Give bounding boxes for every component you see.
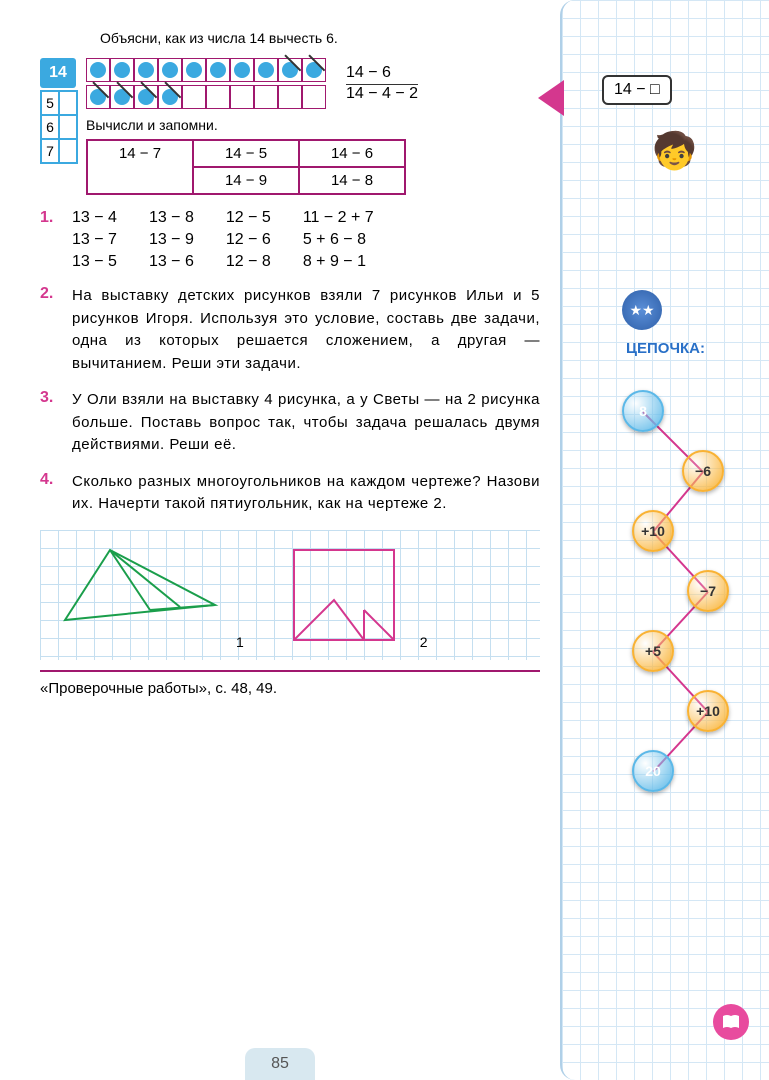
polygon-1-svg xyxy=(50,540,230,650)
dot-cell xyxy=(182,85,206,109)
left-column: 14 5 6 7 xyxy=(40,58,78,195)
equation: 13 − 9 xyxy=(149,231,194,249)
book-icon xyxy=(713,1004,749,1040)
dot-cell xyxy=(158,58,182,82)
dot-cell xyxy=(254,58,278,82)
dot-cell xyxy=(278,85,302,109)
chain-node: +10 xyxy=(687,690,729,732)
frac-top: 14 − 6 xyxy=(346,64,418,85)
shapes-area: 1 2 xyxy=(40,530,540,660)
dot-grid xyxy=(86,58,326,109)
footer-reference: «Проверочные работы», с. 48, 49. xyxy=(40,670,540,697)
dot-cell xyxy=(206,58,230,82)
sidebar: 14 − □ 🧒 ★★ ЦЕПОЧКА: 8−6+10−7+5+1020 xyxy=(560,0,769,1080)
dot-cell xyxy=(182,58,206,82)
right-column: 14 − 6 14 − 4 − 2 Вычисли и запомни. 14 … xyxy=(86,58,540,195)
shape-2: 2 xyxy=(284,540,428,650)
intro-text: Объясни, как из числа 14 вычесть 6. xyxy=(100,30,540,46)
task-number: 4. xyxy=(40,471,64,516)
chain-node: 8 xyxy=(622,390,664,432)
cell-empty xyxy=(59,91,77,115)
chain-title: ЦЕПОЧКА: xyxy=(562,340,769,357)
task-number: 1. xyxy=(40,209,64,271)
dot-cell xyxy=(158,85,182,109)
dot-cell xyxy=(230,58,254,82)
dots-and-fraction: 14 − 6 14 − 4 − 2 xyxy=(86,58,540,109)
child-icon: 🧒 xyxy=(652,130,697,172)
cell-empty xyxy=(59,115,77,139)
dot-cell xyxy=(110,58,134,82)
side-expression-box: 14 − □ xyxy=(602,75,672,105)
fraction-expr: 14 − 6 14 − 4 − 2 xyxy=(346,64,418,103)
shape-1-label: 1 xyxy=(236,634,244,650)
frac-bot: 14 − 4 − 2 xyxy=(346,85,418,103)
dot-cell xyxy=(134,58,158,82)
chain-node: −7 xyxy=(687,570,729,612)
memo-cell: 14 − 8 xyxy=(299,167,405,194)
main-content: Объясни, как из числа 14 вычесть 6. 14 5… xyxy=(0,0,560,1080)
fourteen-block: 14 5 6 7 14 − 6 14 − 4 − 2 xyxy=(40,58,540,195)
equation: 12 − 6 xyxy=(226,231,271,249)
dot-cell xyxy=(278,58,302,82)
memorize-label: Вычисли и запомни. xyxy=(86,117,540,133)
dot-cell xyxy=(302,58,326,82)
cell-6: 6 xyxy=(41,115,59,139)
equation: 13 − 6 xyxy=(149,253,194,271)
cell-7: 7 xyxy=(41,139,59,163)
dot-cell xyxy=(230,85,254,109)
equation: 8 + 9 − 1 xyxy=(303,253,374,271)
badge-14: 14 xyxy=(40,58,76,88)
task-text: У Оли взяли на выставку 4 рисунка, а у С… xyxy=(72,389,540,457)
chain-node: +5 xyxy=(632,630,674,672)
chain-node: 20 xyxy=(632,750,674,792)
task-1: 1. 13 − 413 − 812 − 511 − 2 + 713 − 713 … xyxy=(40,209,540,271)
task-3: 3. У Оли взяли на выставку 4 рисунка, а … xyxy=(40,389,540,457)
chain-node: −6 xyxy=(682,450,724,492)
equation: 12 − 5 xyxy=(226,209,271,227)
memo-cell: 14 − 6 xyxy=(299,140,405,167)
equation: 13 − 4 xyxy=(72,209,117,227)
task-4: 4. Сколько разных многоугольников на каж… xyxy=(40,471,540,516)
task-text: На выставку детских рисунков взяли 7 рис… xyxy=(72,285,540,375)
dot-cell xyxy=(110,85,134,109)
memo-table: 14 − 5 14 − 6 14 − 7 14 − 9 14 − 8 xyxy=(86,139,406,195)
memo-cell: 14 − 5 xyxy=(193,140,299,167)
equation: 11 − 2 + 7 xyxy=(303,209,374,227)
equation: 12 − 8 xyxy=(226,253,271,271)
dot-cell xyxy=(302,85,326,109)
task-2: 2. На выставку детских рисунков взяли 7 … xyxy=(40,285,540,375)
stars-badge-icon: ★★ xyxy=(622,290,662,330)
equation: 13 − 5 xyxy=(72,253,117,271)
dot-cell xyxy=(86,58,110,82)
chain-node: +10 xyxy=(632,510,674,552)
equation: 5 + 6 − 8 xyxy=(303,231,374,249)
task-text: Сколько разных многоугольников на каждом… xyxy=(72,471,540,516)
equation: 13 − 8 xyxy=(149,209,194,227)
dot-cell xyxy=(254,85,278,109)
cell-empty xyxy=(59,139,77,163)
pointer-triangle-icon xyxy=(538,80,564,116)
equations-grid: 13 − 4 13 − 8 12 − 5 11 − 2 + 7 13 − 7 13 − 9… xyxy=(72,209,374,271)
cell-5: 5 xyxy=(41,91,59,115)
shape-2-label: 2 xyxy=(420,634,428,650)
dot-cell xyxy=(206,85,230,109)
page: Объясни, как из числа 14 вычесть 6. 14 5… xyxy=(0,0,769,1080)
task-number: 2. xyxy=(40,285,64,375)
shape-1: 1 xyxy=(50,540,244,650)
small-number-grid: 5 6 7 xyxy=(40,90,78,164)
memo-cell: 14 − 9 xyxy=(193,167,299,194)
dot-cell xyxy=(134,85,158,109)
dot-cell xyxy=(86,85,110,109)
task-number: 3. xyxy=(40,389,64,457)
memo-cell: 14 − 7 xyxy=(87,140,193,194)
equation: 13 − 7 xyxy=(72,231,117,249)
polygon-2-svg xyxy=(284,540,414,650)
page-number: 85 xyxy=(245,1048,315,1080)
